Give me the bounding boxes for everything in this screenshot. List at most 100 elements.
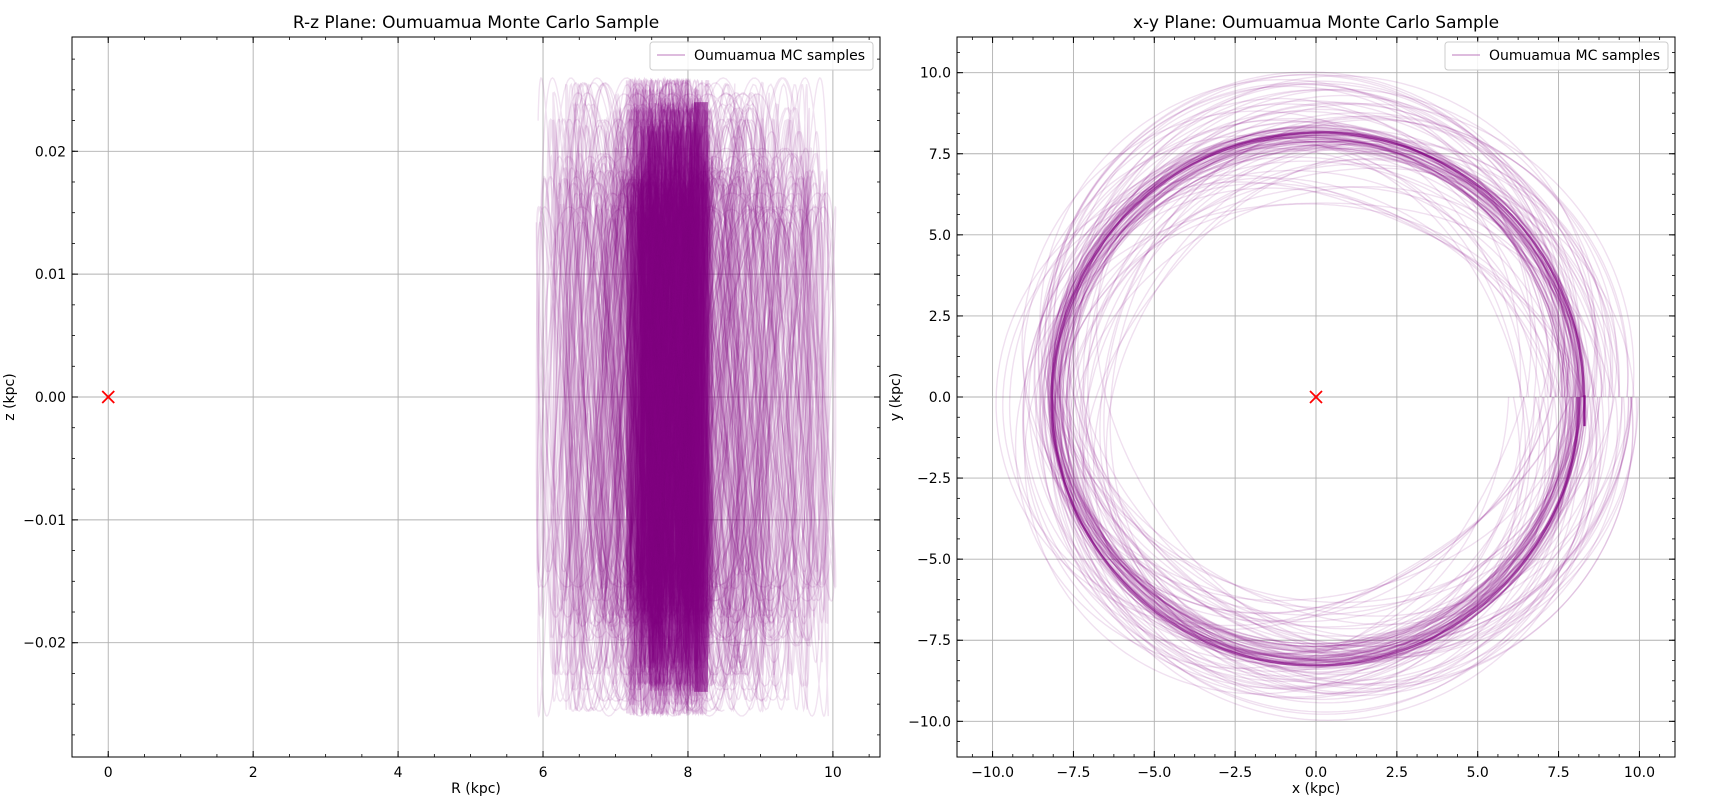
rz-sample-trajectory <box>637 149 705 645</box>
xy-sample-orbit <box>1068 108 1600 664</box>
xy-sample-orbit <box>1082 137 1620 704</box>
xy-y-tick-label: 10.0 <box>920 66 951 82</box>
xy-sample-orbit <box>1082 101 1597 681</box>
rz-sample-trajectory <box>629 87 700 707</box>
rz-sample-trajectory <box>616 175 811 620</box>
xy-x-tick-label: 0.0 <box>1305 765 1327 781</box>
xy-sample-orbit <box>1044 160 1577 655</box>
xy-y-tick-label: −2.5 <box>917 471 951 487</box>
xy-x-tick-label: −10.0 <box>971 765 1014 781</box>
xy-y-tick-label: 7.5 <box>929 147 951 163</box>
xy-dense-orbit <box>1050 131 1585 667</box>
rz-x-tick-label: 6 <box>539 765 548 781</box>
xy-sample-orbit <box>1050 142 1620 698</box>
xy-axes-frame <box>956 36 1676 758</box>
xy-sample-orbit <box>1067 119 1629 715</box>
rz-x-axis-label: R (kpc) <box>451 781 501 797</box>
xy-y-tick-label: 5.0 <box>929 228 951 244</box>
xy-sample-orbit <box>1033 147 1587 623</box>
xy-sample-orbit <box>1047 74 1639 660</box>
xy-galactic-center-marker <box>1309 390 1323 404</box>
rz-sample-trajectory <box>580 170 780 625</box>
rz-x-tick-label: 0 <box>104 765 113 781</box>
rz-sample-trajectory <box>597 177 734 618</box>
rz-sample-trajectory <box>611 107 741 687</box>
rz-sample-trajectory <box>657 185 692 608</box>
xy-sample-trajectories <box>995 71 1639 722</box>
xy-sample-orbit <box>1049 145 1586 665</box>
xy-sample-orbit <box>1067 102 1605 686</box>
xy-legend-label: Oumuamua MC samples <box>1489 48 1660 64</box>
xy-y-tick-label: −10.0 <box>908 714 951 730</box>
xy-sample-orbit <box>1065 134 1585 667</box>
xy-sample-orbit <box>1081 115 1597 695</box>
rz-sample-trajectory <box>639 176 703 617</box>
rz-sample-trajectory <box>563 166 770 628</box>
xy-sample-orbit <box>1049 186 1596 673</box>
rz-y-tick-label: 0.02 <box>35 144 66 160</box>
rz-sample-trajectory <box>658 98 703 696</box>
rz-y-tick-label: 0.01 <box>35 267 66 283</box>
rz-legend-box <box>649 41 874 71</box>
rz-sample-trajectory <box>589 161 797 632</box>
rz-sample-trajectory <box>652 143 694 651</box>
xy-sample-orbit <box>1085 147 1590 674</box>
xy-sample-orbit <box>1041 143 1614 691</box>
xy-sample-orbit <box>1053 140 1586 666</box>
rz-sample-trajectory <box>603 116 765 677</box>
xy-x-tick-label: −2.5 <box>1218 765 1252 781</box>
xy-sample-orbit <box>1067 186 1605 688</box>
rz-sample-trajectory <box>641 214 700 581</box>
xy-sample-orbit <box>1052 103 1635 722</box>
rz-sample-trajectory <box>641 108 692 686</box>
xy-y-tick-label: 2.5 <box>929 309 951 325</box>
xy-tick-labels: −10.0 −7.5 −5.0 −2.5 0.0 2.5 5.0 7.5 10.0 −10.0 −7… <box>908 66 1655 781</box>
xy-y-axis-label: y (kpc) <box>888 373 904 421</box>
rz-sample-trajectory <box>628 163 706 630</box>
rz-sample-trajectory <box>647 138 710 656</box>
rz-sample-trajectory <box>654 204 691 590</box>
xy-sample-orbit <box>1051 120 1594 655</box>
xy-sample-orbit <box>1022 134 1581 602</box>
rz-x-tick-label: 4 <box>394 765 403 781</box>
rz-sample-trajectory <box>629 205 689 589</box>
xy-sample-orbit <box>1002 181 1586 627</box>
xy-sample-orbit <box>1077 74 1634 686</box>
xy-sample-orbit <box>1021 110 1615 609</box>
rz-sample-trajectory <box>634 209 690 584</box>
rz-x-tick-label: 8 <box>684 765 693 781</box>
rz-sample-trajectory <box>552 117 776 677</box>
xy-sample-orbit <box>1095 88 1619 655</box>
rz-sample-trajectory <box>644 193 692 603</box>
rz-legend-label: Oumuamua MC samples <box>694 48 865 64</box>
rz-sample-trajectory <box>625 181 694 613</box>
rz-sample-trajectory <box>586 192 835 603</box>
rz-sample-trajectory <box>643 160 708 634</box>
xy-sample-orbit <box>1056 149 1580 659</box>
rz-markers <box>101 390 115 404</box>
rz-sample-trajectory <box>595 207 825 587</box>
rz-y-axis-label: z (kpc) <box>2 373 18 420</box>
xy-sample-orbit <box>1067 82 1630 648</box>
xy-sample-orbit <box>1052 138 1583 662</box>
xy-sample-orbit <box>1040 140 1586 616</box>
xy-sample-orbit <box>1041 187 1562 615</box>
rz-sample-trajectory <box>576 152 820 642</box>
rz-sample-trajectory <box>652 128 698 666</box>
rz-sample-trajectory <box>626 194 689 601</box>
xy-sample-orbit <box>1058 100 1610 664</box>
xy-y-tick-label: 0.0 <box>929 390 951 406</box>
rz-sample-trajectory <box>634 216 693 578</box>
rz-sample-trajectory <box>598 93 790 702</box>
rz-sample-trajectory <box>545 117 797 677</box>
rz-sample-trajectory <box>550 154 805 640</box>
xy-sample-orbit <box>1022 144 1595 682</box>
rz-sample-trajectory <box>634 209 693 586</box>
xy-sample-orbit <box>1034 117 1599 647</box>
xy-markers <box>1309 390 1323 404</box>
rz-sample-trajectory <box>629 75 690 718</box>
xy-sample-orbit <box>1028 137 1581 663</box>
xy-x-axis-label: x (kpc) <box>1292 781 1340 797</box>
rz-sample-trajectory <box>592 203 819 590</box>
rz-galactic-center-marker <box>101 390 115 404</box>
